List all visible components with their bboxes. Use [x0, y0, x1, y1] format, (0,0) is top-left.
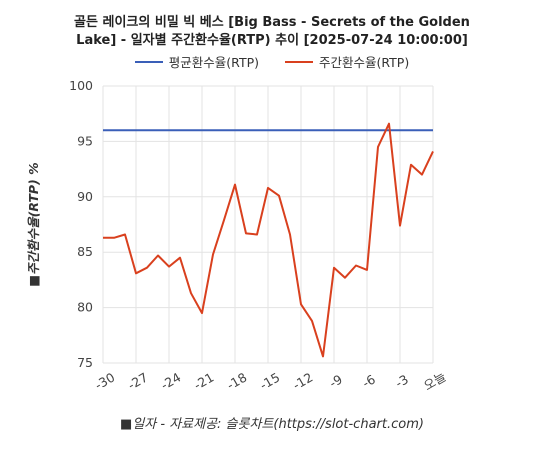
x-tick-label: -30	[92, 369, 117, 392]
x-tick-label: -24	[158, 369, 183, 392]
x-tick-label: 오늘	[421, 369, 448, 393]
legend-item-avg[interactable]: 평균환수율(RTP)	[134, 52, 259, 71]
x-tick-label: -18	[224, 369, 249, 392]
x-tick-label: -3	[393, 371, 411, 390]
y-tick-label: 85	[77, 244, 93, 259]
x-axis-label: ■일자 - 자료제공: 슬롯차트(https://slot-chart.com)	[120, 417, 424, 432]
series-layer	[103, 122, 434, 358]
x-tick-label: -9	[327, 371, 345, 390]
x-tick-label: -21	[191, 370, 216, 393]
legend-item-weekly[interactable]: 주간환수율(RTP)	[285, 52, 409, 71]
legend-label-weekly: 주간환수율(RTP)	[319, 55, 410, 70]
legend-swatch-avg	[134, 60, 163, 63]
x-axis-ticks: -30 -27 -24 -21 -18 -15 -12 -9 -6 -3 오늘	[92, 369, 448, 393]
chart-title-line1: 골든 레이크의 비밀 빅 베스 [Big Bass - Secrets of t…	[74, 15, 470, 30]
legend-swatch-weekly	[285, 60, 313, 63]
x-tick-label: -27	[125, 370, 150, 393]
x-tick-label: -6	[360, 371, 378, 390]
series-weekly-line	[103, 122, 434, 358]
x-tick-label: -15	[257, 370, 282, 393]
y-tick-label: 95	[77, 133, 93, 148]
y-tick-label: 90	[77, 189, 93, 204]
legend-label-avg: 평균환수율(RTP)	[168, 55, 259, 70]
legend: 평균환수율(RTP) 주간환수율(RTP)	[0, 52, 544, 71]
y-axis-ticks: 75 80 85 90 95 100	[69, 78, 93, 370]
grid	[102, 85, 434, 364]
chart-title-line2: Lake] - 일자별 주간환수율(RTP) 추이 [2025-07-24 10…	[76, 33, 468, 48]
chart-title: 골든 레이크의 비밀 빅 베스 [Big Bass - Secrets of t…	[0, 14, 544, 50]
y-tick-label: 80	[77, 300, 93, 315]
x-tick-label: -12	[290, 370, 315, 393]
y-tick-label: 75	[77, 355, 93, 370]
y-axis-label: ■주간환수율(RTP) %	[26, 162, 41, 286]
y-tick-label: 100	[69, 78, 93, 93]
